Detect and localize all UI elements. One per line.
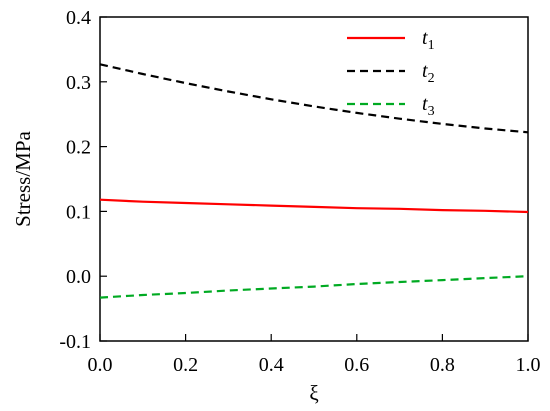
y-axis-title: Stress/MPa <box>11 130 35 226</box>
x-axis-title: ξ <box>309 381 318 405</box>
series-line-t2 <box>99 63 529 134</box>
x-tick-label: 0.8 <box>430 354 455 376</box>
y-tick-label: 0.2 <box>66 137 91 159</box>
y-tick-label: 0.0 <box>66 266 91 288</box>
x-tick-label: 0.6 <box>344 354 369 376</box>
series-line-t3 <box>99 275 529 299</box>
x-tick-label: 1.0 <box>516 354 541 376</box>
legend-label-t2: t2 <box>422 60 435 86</box>
legend-label-t1: t1 <box>422 27 435 53</box>
legend-label-t3: t3 <box>422 93 435 119</box>
series-line-t1 <box>99 198 529 214</box>
legend: t1 t2 t3 <box>347 27 435 119</box>
series-layer <box>99 63 529 299</box>
y-tick-label: 0.3 <box>66 72 91 94</box>
y-tick-label: 0.4 <box>66 7 91 29</box>
x-tick-label: 0.2 <box>173 354 198 376</box>
x-tick-label: 0.0 <box>88 354 113 376</box>
plot-frame <box>99 16 529 342</box>
y-tick-label: -0.1 <box>59 331 91 353</box>
axis-ticks: 0.0 0.2 0.4 0.6 0.8 1.0-0.10.00.10.20.30.4 <box>59 7 540 376</box>
y-tick-label: 0.1 <box>66 201 91 223</box>
x-tick-label: 0.4 <box>259 354 284 376</box>
